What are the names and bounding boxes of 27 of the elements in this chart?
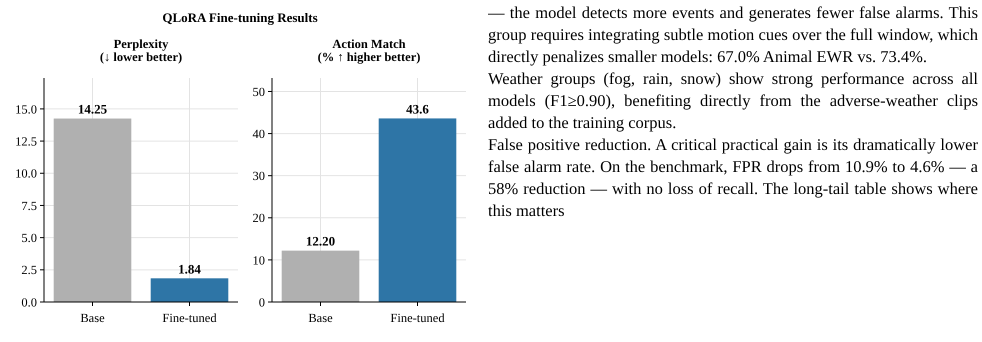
chart-title: Action Match (% ↑ higher better) [318, 37, 420, 64]
text: — the model detects more events and generates fewer false alarms. This group requires integrating subtle motion cues over the full window, which directly penalizes smaller models: 67.0% Animal EWR vs. 73.4%. [488, 2, 978, 68]
text: QLoRA Fine-tuning Results [162, 10, 318, 25]
y-tick-label: 10.0 [15, 166, 37, 181]
x-tick-label: Fine-tuned [162, 311, 218, 325]
y-tick-label: 20 [252, 211, 265, 226]
x-tick-label: Base [80, 311, 106, 325]
x-tick-label: Base [308, 311, 334, 325]
y-tick-label: 40 [252, 126, 265, 141]
y-tick-label: 50 [252, 84, 265, 99]
text: False positive reduction. A critical practical gain is its dramatically lower false alarm rate. On the benchmark, FPR drops from 10.9% to 4.6% — a 58% reduction — with no loss of recall. The long-tail table shows where this matters [488, 134, 978, 222]
data-label: 1.84 [178, 261, 202, 276]
data-label: 43.6 [406, 101, 430, 116]
y-tick-label: 7.5 [21, 198, 37, 213]
text: Weather groups (fog, rain, snow) show strong performance across all models (F1≥0.90), benefiting directly from the adverse-weather clips added to the training corpus. [488, 68, 978, 134]
x-tick-label: Fine-tuned [390, 311, 446, 325]
y-tick-label: 0.0 [21, 295, 37, 310]
chart-title: Perplexity (↓ lower better) [100, 37, 182, 64]
y-tick-label: 15.0 [15, 102, 37, 116]
y-tick-label: 0 [258, 295, 265, 310]
data-label: 12.20 [306, 234, 336, 249]
y-tick-label: 10 [252, 253, 265, 268]
y-tick-label: 30 [252, 169, 265, 184]
data-label: 14.25 [78, 102, 108, 117]
y-tick-label: 5.0 [21, 231, 37, 246]
y-tick-label: 2.5 [21, 263, 37, 278]
y-tick-label: 12.5 [15, 134, 37, 148]
